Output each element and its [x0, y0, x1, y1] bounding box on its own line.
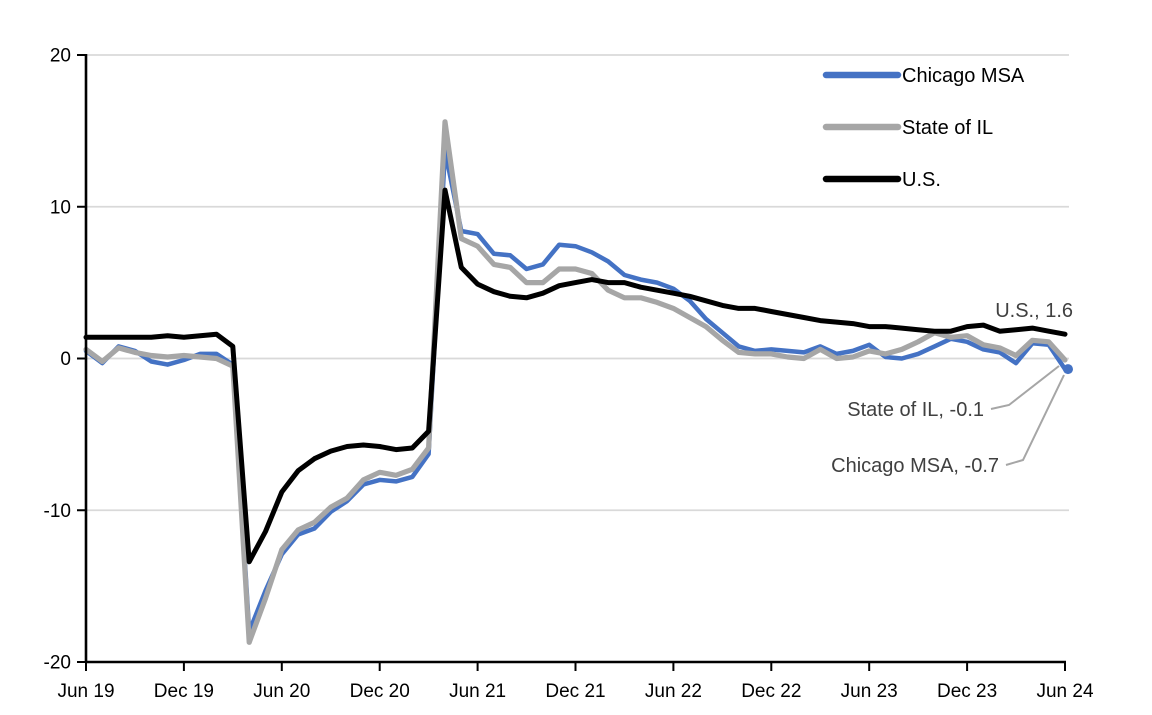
x-tick-label: Jun 24 — [1036, 681, 1093, 702]
legend-label: State of IL — [902, 117, 993, 139]
x-tick-label: Jun 20 — [253, 681, 310, 702]
legend: Chicago MSA State of IL U.S. — [822, 65, 1025, 191]
axes — [77, 54, 1066, 671]
x-tick-label: Jun 23 — [841, 681, 898, 702]
gridlines — [86, 54, 1069, 512]
x-tick-label: Jun 22 — [645, 681, 702, 702]
annotation-label: U.S., 1.6 — [995, 300, 1073, 322]
data-series — [83, 119, 1073, 645]
y-axis-tick-labels: 20 10 0 -10 -20 — [44, 46, 71, 674]
series-line-state-of-il — [83, 119, 1068, 645]
x-tick-label: Dec 23 — [937, 681, 997, 702]
y-tick-label: 10 — [50, 197, 71, 218]
x-tick-label: Dec 20 — [350, 681, 410, 702]
x-axis-tick-labels: Jun 19 Dec 19 Jun 20 Dec 20 Jun 21 Dec 21 Jun … — [57, 681, 1093, 702]
legend-label: U.S. — [902, 169, 941, 191]
x-tick-label: Jun 19 — [57, 681, 114, 702]
series-end-annotations: U.S., 1.6 State of IL, -0.1 Chicago MSA, -… — [831, 300, 1073, 477]
y-tick-label: -10 — [44, 501, 71, 522]
series-end-marker — [1063, 364, 1073, 375]
annotation-label: Chicago MSA, -0.7 — [831, 455, 999, 477]
y-tick-label: -20 — [44, 653, 71, 674]
annotation-label: State of IL, -0.1 — [847, 399, 984, 421]
x-tick-label: Dec 19 — [154, 681, 214, 702]
y-tick-label: 20 — [50, 46, 71, 67]
legend-label: Chicago MSA — [902, 65, 1025, 87]
annotation-leader-line — [1005, 374, 1065, 466]
y-tick-label: 0 — [60, 349, 71, 370]
x-tick-label: Dec 21 — [545, 681, 605, 702]
x-tick-label: Jun 21 — [449, 681, 506, 702]
series-line-u-s- — [83, 187, 1068, 565]
x-tick-label: Dec 22 — [741, 681, 801, 702]
annotation-leader-line — [990, 365, 1060, 410]
